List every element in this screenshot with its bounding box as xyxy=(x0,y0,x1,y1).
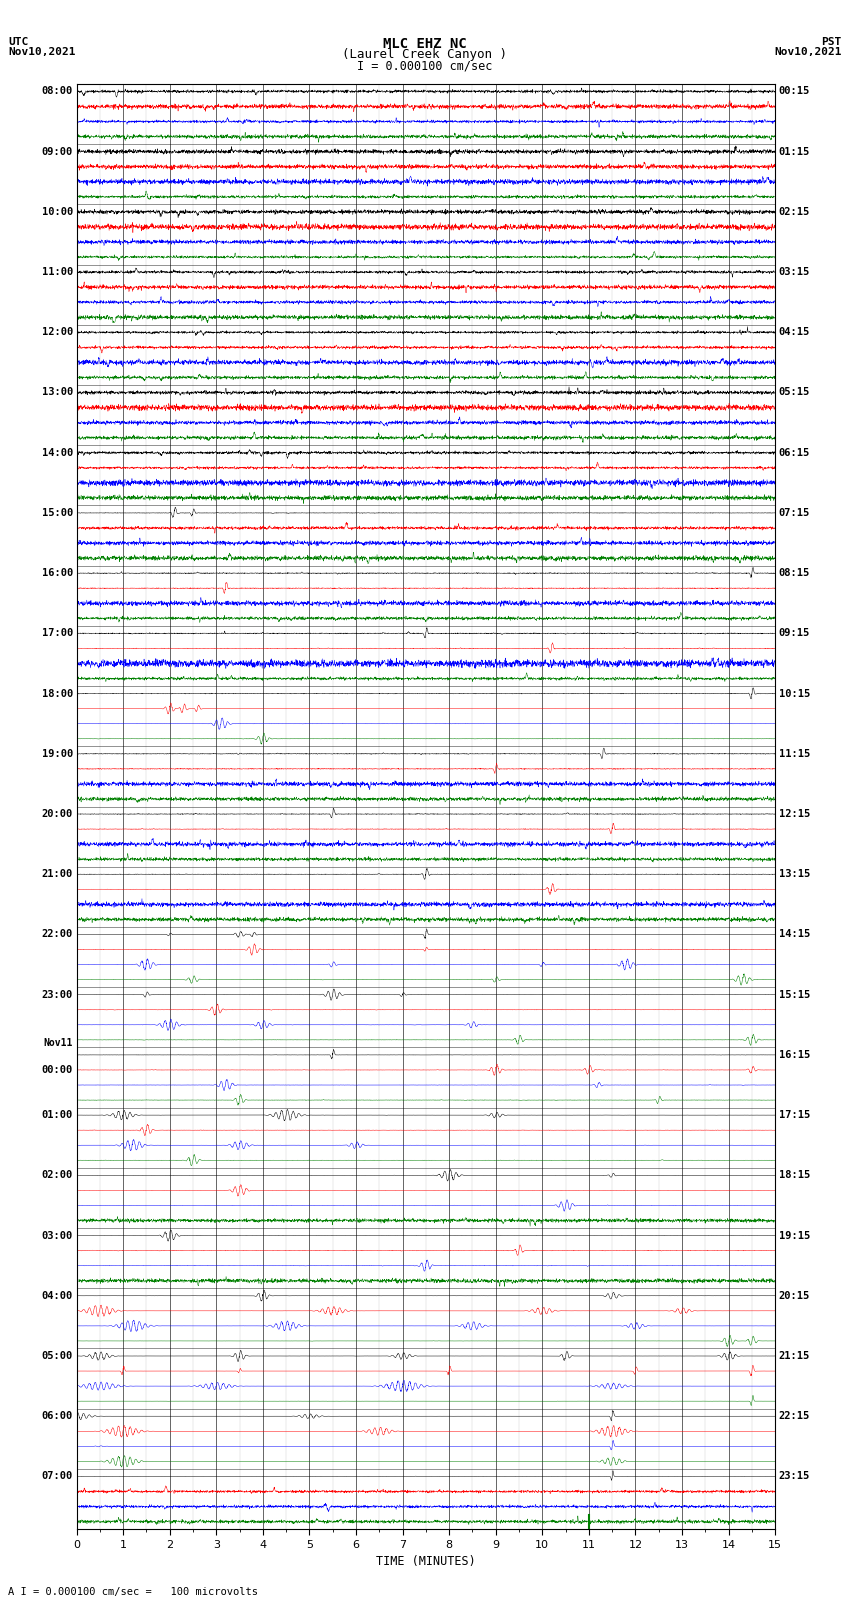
Text: 12:00: 12:00 xyxy=(42,327,73,337)
Text: A I = 0.000100 cm/sec =   100 microvolts: A I = 0.000100 cm/sec = 100 microvolts xyxy=(8,1587,258,1597)
Text: 11:15: 11:15 xyxy=(779,748,810,758)
Text: 21:00: 21:00 xyxy=(42,869,73,879)
Text: 14:15: 14:15 xyxy=(779,929,810,939)
Text: 16:15: 16:15 xyxy=(779,1050,810,1060)
Text: UTC: UTC xyxy=(8,37,29,47)
Text: 22:00: 22:00 xyxy=(42,929,73,939)
Text: 15:00: 15:00 xyxy=(42,508,73,518)
Text: 19:15: 19:15 xyxy=(779,1231,810,1240)
Text: 22:15: 22:15 xyxy=(779,1411,810,1421)
Text: 19:00: 19:00 xyxy=(42,748,73,758)
Text: 02:15: 02:15 xyxy=(779,206,810,216)
Text: 20:15: 20:15 xyxy=(779,1290,810,1300)
Text: PST: PST xyxy=(821,37,842,47)
Text: 05:15: 05:15 xyxy=(779,387,810,397)
Text: Nov10,2021: Nov10,2021 xyxy=(774,47,842,56)
Text: 05:00: 05:00 xyxy=(42,1352,73,1361)
Text: 09:00: 09:00 xyxy=(42,147,73,156)
Text: 23:00: 23:00 xyxy=(42,990,73,1000)
Text: 00:15: 00:15 xyxy=(779,87,810,97)
X-axis label: TIME (MINUTES): TIME (MINUTES) xyxy=(376,1555,476,1568)
Text: 16:00: 16:00 xyxy=(42,568,73,577)
Text: 18:00: 18:00 xyxy=(42,689,73,698)
Text: 03:00: 03:00 xyxy=(42,1231,73,1240)
Text: 03:15: 03:15 xyxy=(779,268,810,277)
Text: 06:15: 06:15 xyxy=(779,448,810,458)
Text: 18:15: 18:15 xyxy=(779,1171,810,1181)
Text: (Laurel Creek Canyon ): (Laurel Creek Canyon ) xyxy=(343,48,507,61)
Text: 20:00: 20:00 xyxy=(42,810,73,819)
Text: 00:00: 00:00 xyxy=(42,1065,73,1074)
Text: 12:15: 12:15 xyxy=(779,810,810,819)
Text: 04:15: 04:15 xyxy=(779,327,810,337)
Text: MLC EHZ NC: MLC EHZ NC xyxy=(383,37,467,52)
Text: 13:00: 13:00 xyxy=(42,387,73,397)
Text: 04:00: 04:00 xyxy=(42,1290,73,1300)
Text: 21:15: 21:15 xyxy=(779,1352,810,1361)
Text: 23:15: 23:15 xyxy=(779,1471,810,1481)
Text: 10:00: 10:00 xyxy=(42,206,73,216)
Text: I = 0.000100 cm/sec: I = 0.000100 cm/sec xyxy=(357,60,493,73)
Text: 10:15: 10:15 xyxy=(779,689,810,698)
Text: 07:15: 07:15 xyxy=(779,508,810,518)
Text: 09:15: 09:15 xyxy=(779,629,810,639)
Text: 02:00: 02:00 xyxy=(42,1171,73,1181)
Text: 15:15: 15:15 xyxy=(779,990,810,1000)
Text: 06:00: 06:00 xyxy=(42,1411,73,1421)
Text: 08:00: 08:00 xyxy=(42,87,73,97)
Text: 08:15: 08:15 xyxy=(779,568,810,577)
Text: 17:00: 17:00 xyxy=(42,629,73,639)
Text: 01:00: 01:00 xyxy=(42,1110,73,1119)
Text: 01:15: 01:15 xyxy=(779,147,810,156)
Text: 13:15: 13:15 xyxy=(779,869,810,879)
Text: 14:00: 14:00 xyxy=(42,448,73,458)
Text: 17:15: 17:15 xyxy=(779,1110,810,1119)
Text: 07:00: 07:00 xyxy=(42,1471,73,1481)
Text: 11:00: 11:00 xyxy=(42,268,73,277)
Text: Nov10,2021: Nov10,2021 xyxy=(8,47,76,56)
Text: Nov11: Nov11 xyxy=(43,1037,73,1048)
